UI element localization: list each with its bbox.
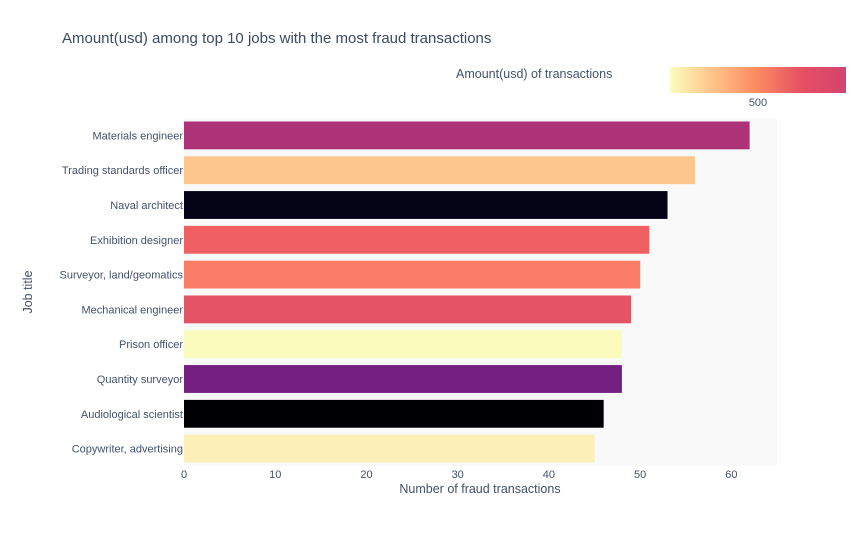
colorbar-title: Amount(usd) of transactions bbox=[456, 67, 612, 81]
y-tick-label: Copywriter, advertising bbox=[72, 444, 183, 456]
bar bbox=[184, 295, 632, 324]
y-tick-label: Naval architect bbox=[110, 200, 183, 212]
x-tick-label: 0 bbox=[181, 469, 187, 481]
y-tick-label: Quantity surveyor bbox=[97, 374, 184, 386]
bar bbox=[184, 330, 622, 359]
y-tick-label: Prison officer bbox=[119, 339, 183, 351]
chart-title: Amount(usd) among top 10 jobs with the m… bbox=[62, 30, 491, 47]
y-tick-label: Materials engineer bbox=[93, 130, 184, 142]
bars-group bbox=[184, 121, 750, 463]
x-tick-label: 60 bbox=[725, 469, 737, 481]
y-axis-title: Job title bbox=[21, 270, 35, 313]
bar bbox=[184, 225, 650, 254]
x-tick-label: 30 bbox=[452, 469, 464, 481]
x-tick-label: 10 bbox=[269, 469, 281, 481]
bar bbox=[184, 156, 695, 185]
y-tick-labels: Materials engineer Trading standards offi… bbox=[59, 130, 183, 455]
bar bbox=[184, 121, 750, 150]
x-tick-label: 50 bbox=[634, 469, 646, 481]
bar bbox=[184, 434, 595, 463]
y-tick-label: Audiological scientist bbox=[81, 409, 183, 421]
x-tick-label: 40 bbox=[543, 469, 555, 481]
y-tick-label: Surveyor, land/geomatics bbox=[59, 270, 183, 282]
x-axis-title: Number of fraud transactions bbox=[399, 482, 560, 496]
colorbar bbox=[670, 67, 846, 93]
y-tick-label: Trading standards officer bbox=[62, 165, 183, 177]
bar bbox=[184, 399, 604, 428]
bar bbox=[184, 191, 668, 219]
bar bbox=[184, 365, 622, 393]
colorbar-tick-label: 500 bbox=[749, 97, 767, 109]
y-tick-label: Exhibition designer bbox=[90, 235, 183, 247]
bar bbox=[184, 260, 641, 289]
x-tick-label: 20 bbox=[360, 469, 372, 481]
x-tick-labels: 0 10 20 30 40 50 60 bbox=[181, 469, 738, 481]
y-tick-label: Mechanical engineer bbox=[81, 304, 183, 316]
